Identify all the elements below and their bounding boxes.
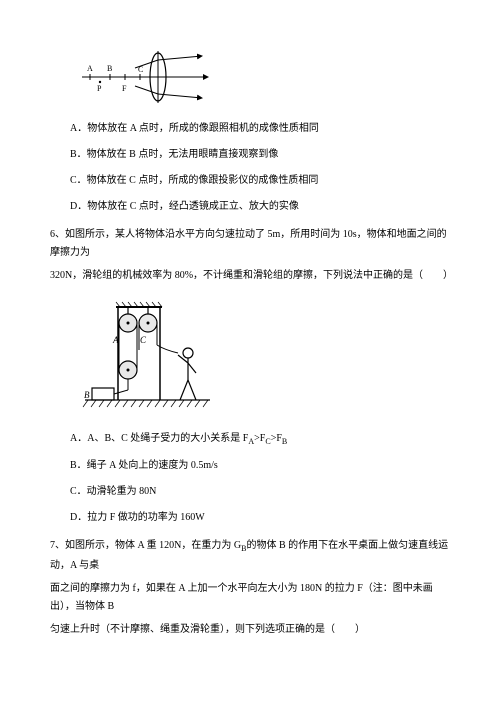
lens-diagram: A B P F C	[80, 50, 450, 105]
label-C: C	[138, 65, 143, 74]
pulley-diagram: B A C	[80, 295, 450, 415]
q6-text-1: 6、如图所示，某人将物体沿水平方向匀速拉动了 5m，所用时间为 10s，物体和地…	[50, 226, 450, 262]
q6-A-text: A．A、B、C 处绳子受力的大小关系是 F	[70, 433, 248, 444]
q7-text-2: 面之间的摩擦力为 f，如果在 A 上加一个水平向左大小为 180N 的拉力 F（…	[50, 580, 450, 616]
q6-option-A: A．A、B、C 处绳子受力的大小关系是 FA>FC>FB	[70, 430, 450, 449]
q7-line1a: 7、如图所示，物体 A 重 120N，在重力为 G	[50, 540, 241, 551]
q6-A-mid1: >F	[254, 433, 265, 444]
pulley-A-label: A	[112, 335, 119, 345]
q6-option-C: C．动滑轮重为 80N	[70, 483, 450, 501]
q6-option-D: D．拉力 F 做功的功率为 160W	[70, 509, 450, 527]
pulley-C-label: C	[140, 335, 147, 345]
label-B: B	[107, 64, 112, 73]
q5-option-D: D．物体放在 C 点时，经凸透镜成正立、放大的实像	[70, 198, 450, 216]
block-B-label: B	[84, 390, 90, 400]
lens-svg: A B P F C	[80, 50, 210, 105]
q5-option-B: B．物体放在 B 点时，无法用眼睛直接观察到像	[70, 146, 450, 164]
label-A: A	[87, 64, 93, 73]
label-F: F	[122, 84, 127, 93]
q7-text-1: 7、如图所示，物体 A 重 120N，在重力为 GB的物体 B 的作用下在水平桌…	[50, 537, 450, 574]
q5-option-A: A．物体放在 A 点时，所成的像跟照相机的成像性质相同	[70, 120, 450, 138]
pulley-svg: B A C	[80, 295, 220, 415]
q6-A-mid2: >F	[271, 433, 282, 444]
q7-text-3: 匀速上升时（不计摩擦、绳重及滑轮重），则下列选项正确的是（ ）	[50, 621, 450, 639]
q6-text-2: 320N，滑轮组的机械效率为 80%，不计绳重和滑轮组的摩擦，下列说法中正确的是…	[50, 267, 450, 285]
label-P: P	[97, 84, 102, 93]
q6-A-sub3: B	[282, 437, 287, 446]
q6-option-B: B．绳子 A 处向上的速度为 0.5m/s	[70, 457, 450, 475]
q5-option-C: C．物体放在 C 点时，所成的像跟投影仪的成像性质相同	[70, 172, 450, 190]
